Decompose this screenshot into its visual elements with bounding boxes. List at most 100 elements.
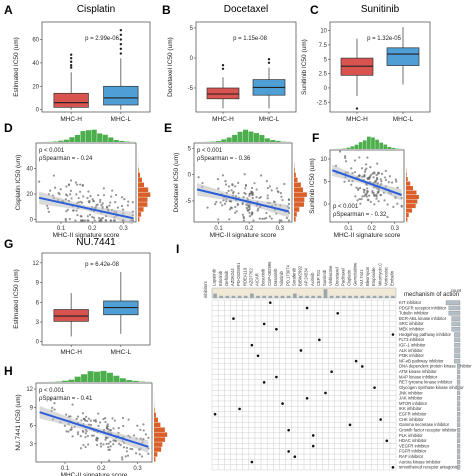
row-label: RET tyrosine kinase inhibitor [399,380,453,385]
data-point [84,445,87,449]
data-point [255,188,258,191]
column-label: CEP.701 [316,269,321,286]
panel-label-G: G [4,237,13,251]
data-point [114,193,118,197]
data-point [396,202,399,205]
row-count-bar [457,401,461,406]
y-tick-label: 10 [320,29,327,35]
y-tick-label: 10 [320,157,327,163]
right-histogram-bar [154,442,163,447]
data-point [261,217,264,220]
y-axis-label: Cisplatin IC50 (um) [15,155,22,211]
column-count-bar [268,295,273,298]
data-point [243,191,246,195]
right-histogram-bar [406,213,409,218]
column-count-bar [280,295,285,298]
data-point [65,430,68,433]
data-point [77,201,80,204]
panel-label-H: H [4,364,13,378]
data-point [234,185,237,188]
scatter-cisplatin: p < 0.001 ρSpearman = - 0.24 0.1 0.2 0.3 0 20 4… [15,129,151,239]
column-label: Sorafenib [291,267,296,286]
column-count-bar [292,293,297,298]
data-point [107,459,111,462]
y-tick-label: -5 [186,199,192,205]
data-point [135,452,138,455]
y-tick-label: 0 [324,202,328,208]
data-point [217,187,220,190]
data-point [250,186,254,190]
data-point [248,211,251,214]
y-tick-label: 0 [30,217,34,223]
data-point [129,447,132,450]
data-point [287,202,291,206]
data-point [214,203,217,206]
data-point [219,201,222,204]
column-label: Gemcitabine [353,262,358,286]
data-point [224,180,227,183]
top-histogram-bar [81,374,88,382]
data-point [250,192,253,195]
membership-dot [318,338,321,342]
row-count-bar [454,353,461,358]
data-point [117,426,120,430]
top-histogram-bar [371,137,375,149]
row-count-bar [454,332,461,337]
top-histogram-bar [259,135,265,142]
row-label: IGF-1 inhibitor [399,342,426,347]
boxplot-docetaxel: Docetaxel p = 1.15e-08 Docetaxel IC50 (um)… [167,4,297,123]
outlier-point [119,43,123,46]
box-mhc-l [386,47,420,66]
data-point [250,213,253,216]
membership-dot [379,418,382,421]
data-point [243,173,246,176]
membership-dot [354,359,358,363]
data-point [97,424,100,427]
data-point [388,175,391,178]
data-point [76,214,79,217]
data-point [82,443,85,447]
data-point [92,199,95,203]
data-point [76,183,79,186]
membership-dot [311,444,315,448]
data-point [237,181,240,185]
data-point [126,204,129,207]
right-histogram-bar [138,217,140,222]
x-tick-label: MHC-L [111,116,132,123]
data-point [112,439,115,442]
data-point [258,217,261,220]
data-point [387,181,390,184]
spearman-rho: ρSpearman = - 0.32 [333,212,387,218]
row-label: IKK inhibitor [399,406,422,411]
data-point [101,205,104,209]
top-histogram-bar [97,133,103,142]
data-point [376,177,379,181]
data-point [127,418,130,421]
box-mhc-h [53,309,89,322]
column-label: CGP-082996 [267,261,272,286]
data-point [234,205,237,209]
membership-dot [293,455,297,459]
right-histogram-bar [154,407,155,413]
top-histogram-bar [74,134,81,142]
data-point [248,204,251,208]
outlier-point [69,66,73,69]
data-point [59,188,62,191]
data-point [361,175,364,178]
x-tick-label: 0.1 [61,466,70,472]
x-tick-label: 0.2 [367,226,376,232]
boxplot-cisplatin: Cisplatin p = 2.99e-06 Estimated IC50 (um)… [13,4,151,123]
y-tick-label: 6 [30,424,34,430]
membership-dot [287,450,290,453]
column-label: Embelin [390,270,395,286]
outlier-point [69,64,73,67]
data-point [105,205,109,208]
top-histogram-bar [226,137,232,142]
data-point [369,165,372,169]
right-histogram-bar [406,204,416,209]
p-value: p = 2.99e-06 [85,36,120,42]
y-tick-label: 0 [36,340,40,346]
y-tick-label: 0 [324,86,328,92]
data-point [76,415,80,418]
data-point [67,430,70,433]
